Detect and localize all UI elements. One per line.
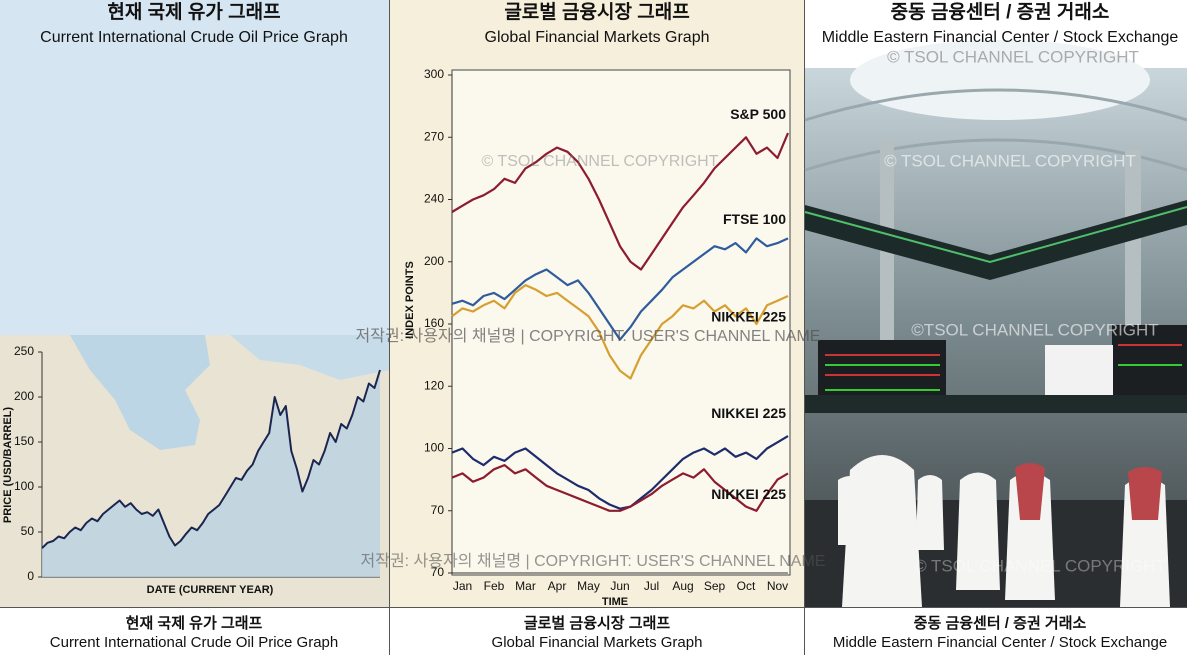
charts: 0 50 100 150 200 250 300 270 240 200 160 120 100 70 70… xyxy=(14,67,790,593)
series-label: S&P 500 xyxy=(730,106,786,122)
caption-subtitle: Current International Crude Oil Price Gr… xyxy=(50,634,338,651)
data-line xyxy=(41,369,381,549)
y-tick-label: 240 xyxy=(424,192,444,206)
x-axis-label: DATE (CURRENT YEAR) xyxy=(147,584,274,596)
panel-subtitle: Current International Crude Oil Price Gr… xyxy=(40,29,348,46)
watermark: © TSOL CHANNEL COPYRIGHT xyxy=(887,47,1139,66)
panel-title: 글로벌 금융시장 그래프 xyxy=(504,1,689,23)
y-tick-label: 70 xyxy=(431,565,445,579)
caption-subtitle: Global Financial Markets Graph xyxy=(492,634,703,651)
data-line xyxy=(451,435,789,510)
x-tick-label: Jul xyxy=(644,579,659,593)
watermark: 저작권: 사용자의 채널명 | COPYRIGHT: USER'S CHANNE… xyxy=(356,327,821,345)
watermark: 저작권: 사용자의 채널명 | COPYRIGHT: USER'S CHANNE… xyxy=(361,552,826,570)
y-tick-label: 150 xyxy=(14,434,34,448)
watermark: © TSOL CHANNEL COPYRIGHT xyxy=(481,153,718,170)
data-line xyxy=(451,132,790,271)
exchange-photo xyxy=(804,40,1187,607)
x-tick-label: Jun xyxy=(610,579,629,593)
x-tick-label: Mar xyxy=(515,579,536,593)
y-tick-label: 200 xyxy=(424,254,444,268)
watermark: © TSOL CHANNEL COPYRIGHT xyxy=(914,556,1166,575)
panel-title: 현재 국제 유가 그래프 xyxy=(107,1,280,23)
panel-subtitle: Middle Eastern Financial Center / Stock … xyxy=(822,29,1179,46)
watermark: ©TSOL CHANNEL COPYRIGHT xyxy=(911,320,1158,339)
x-tick-label: Jan xyxy=(453,579,472,593)
y-tick-label: 120 xyxy=(424,378,444,392)
data-line xyxy=(451,284,789,380)
x-tick-label: Sep xyxy=(704,579,726,593)
watermark: © TSOL CHANNEL COPYRIGHT xyxy=(884,151,1136,170)
panel-subtitle: Global Financial Markets Graph xyxy=(485,29,710,46)
caption-subtitle: Middle Eastern Financial Center / Stock … xyxy=(833,634,1167,651)
caption-title: 현재 국제 유가 그래프 xyxy=(126,615,263,632)
y-tick-label: 50 xyxy=(21,524,35,538)
panel-title: 중동 금융센터 / 증권 거래소 xyxy=(891,1,1110,23)
y-axis-label: PRICE (USD/BARREL) xyxy=(2,407,14,523)
y-tick-label: 250 xyxy=(14,344,34,358)
series-label: NIKKEI 225 xyxy=(711,405,786,421)
data-line xyxy=(451,464,789,512)
x-tick-label: Feb xyxy=(484,579,505,593)
x-tick-label: May xyxy=(577,579,600,593)
data-line xyxy=(451,237,789,341)
map-shape xyxy=(70,335,210,450)
map-shape xyxy=(230,335,389,380)
x-tick-label: Aug xyxy=(672,579,693,593)
x-axis-label: TIME xyxy=(602,596,628,608)
chart-2-frame xyxy=(451,69,791,576)
x-tick-label: Oct xyxy=(737,579,756,593)
x-tick-label: Nov xyxy=(767,579,788,593)
y-tick-label: 200 xyxy=(14,389,34,403)
data-area xyxy=(42,370,380,577)
y-axis-label: INDEX POINTS xyxy=(404,261,416,339)
series-label: FTSE 100 xyxy=(723,211,786,227)
y-tick-label: 0 xyxy=(27,569,34,583)
caption-title: 글로벌 금융시장 그래프 xyxy=(524,614,671,632)
series-label: NIKKEI 225 xyxy=(711,486,786,502)
y-tick-label: 160 xyxy=(424,316,444,330)
y-tick-label: 70 xyxy=(431,503,445,517)
y-tick-label: 100 xyxy=(14,479,34,493)
y-tick-label: 300 xyxy=(424,67,444,81)
caption-title: 중동 금융센터 / 증권 거래소 xyxy=(914,614,1087,632)
x-tick-label: Apr xyxy=(548,579,567,593)
y-tick-label: 270 xyxy=(424,129,444,143)
series-label: NIKKEI 225 xyxy=(711,309,786,325)
y-tick-label: 100 xyxy=(424,441,444,455)
